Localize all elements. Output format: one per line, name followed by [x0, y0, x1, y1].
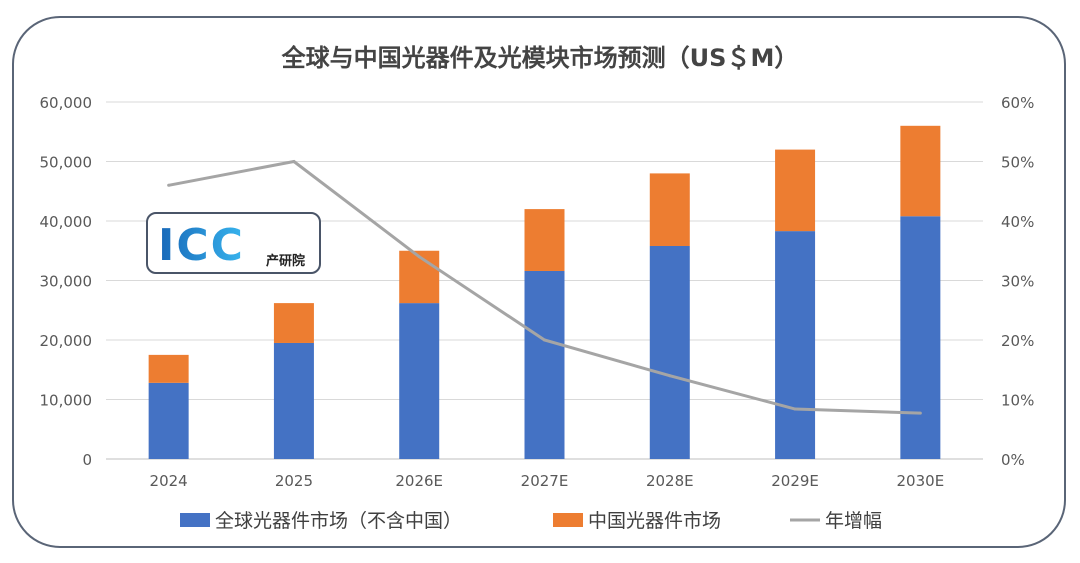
logo-letters: ICC: [158, 220, 245, 271]
bar-china: [900, 125, 941, 217]
y2-tick-label: 30%: [1001, 273, 1034, 291]
icc-logo: ICC 产研院: [146, 212, 321, 274]
growth-point: [167, 183, 171, 187]
y2-tick-label: 10%: [1001, 392, 1034, 410]
y-tick-label: 30,000: [40, 273, 93, 291]
bar-global: [775, 231, 816, 459]
bar-global: [524, 270, 565, 459]
legend-label: 全球光器件市场（不含中国）: [215, 510, 462, 532]
growth-point: [793, 407, 797, 411]
bar-china: [148, 354, 189, 383]
y-tick-label: 40,000: [40, 213, 93, 231]
bar-china: [273, 303, 314, 343]
x-tick-label: 2024: [150, 472, 188, 490]
y-tick-label: 20,000: [40, 332, 93, 350]
legend-swatch: [553, 513, 583, 527]
growth-point: [668, 374, 672, 378]
x-tick-label: 2029E: [771, 472, 819, 490]
y2-tick-label: 60%: [1001, 94, 1034, 112]
x-tick-label: 2025: [275, 472, 313, 490]
x-tick-label: 2027E: [521, 472, 569, 490]
growth-point: [417, 255, 421, 259]
y-tick-label: 0: [82, 451, 92, 469]
y-tick-label: 50,000: [40, 154, 93, 172]
bar-global: [399, 303, 440, 459]
bar-china: [399, 250, 440, 304]
y-tick-label: 60,000: [40, 94, 93, 112]
chart-title: 全球与中国光器件及光模块市场预测（US＄M）: [281, 44, 799, 72]
y2-tick-label: 50%: [1001, 154, 1034, 172]
legend-label: 中国光器件市场: [588, 510, 721, 532]
y2-tick-label: 20%: [1001, 332, 1034, 350]
growth-point: [918, 411, 922, 415]
bar-global: [649, 245, 690, 459]
y-tick-label: 10,000: [40, 392, 93, 410]
legend-swatch: [180, 513, 210, 527]
x-tick-label: 2028E: [646, 472, 694, 490]
bar-china: [649, 173, 690, 246]
y2-tick-label: 0%: [1001, 451, 1025, 469]
bar-china: [775, 149, 816, 232]
bar-global: [900, 216, 941, 459]
bar-global: [148, 382, 189, 459]
logo-text: 产研院: [266, 254, 306, 269]
x-tick-label: 2026E: [395, 472, 443, 490]
growth-point: [292, 160, 296, 163]
bar-china: [524, 209, 565, 271]
x-tick-label: 2030E: [897, 472, 945, 490]
legend-label: 年增幅: [825, 510, 882, 532]
y2-tick-label: 40%: [1001, 213, 1034, 231]
bar-global: [273, 342, 314, 459]
growth-point: [543, 338, 546, 342]
